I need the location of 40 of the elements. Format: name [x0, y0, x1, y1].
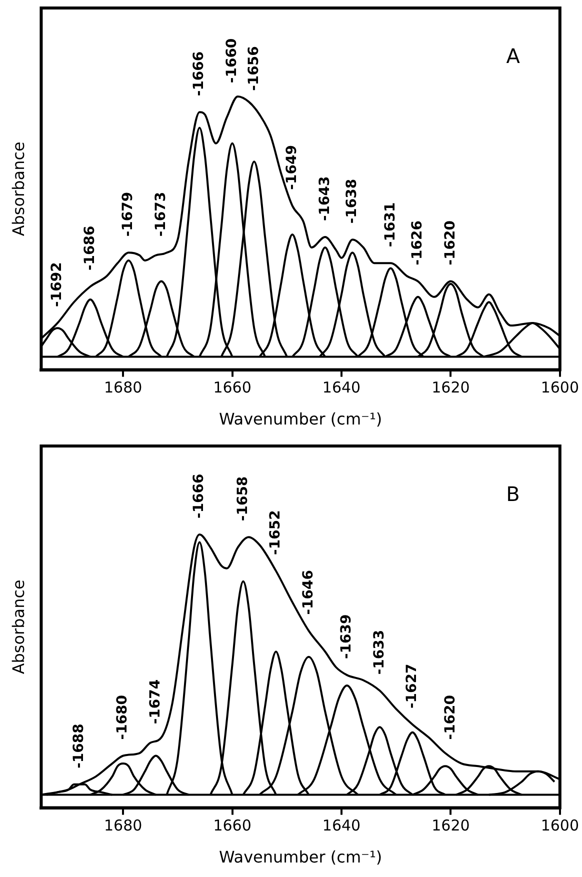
annotation: -1649 [284, 145, 300, 190]
y-axis-title: Absorbance [8, 580, 28, 674]
annotation: -1620 [442, 694, 458, 740]
annotation: -1674 [148, 679, 164, 724]
annotation: -1666 [191, 474, 208, 518]
annotation: -1626 [410, 220, 426, 266]
text: B [506, 482, 520, 506]
annotation: -1673 [152, 192, 169, 237]
annotation: -1686 [82, 226, 98, 271]
x-tick-label: 1600 [540, 816, 580, 835]
x-tick-label: 1660 [213, 378, 252, 397]
annotation: -1692 [49, 262, 66, 307]
annotation: -1633 [371, 630, 388, 675]
x-tick-label: 1680 [104, 816, 142, 835]
annotation: -1656 [246, 46, 262, 91]
x-tick-label: 1620 [432, 816, 470, 835]
x-tick-label: 1620 [432, 378, 470, 397]
x-axis-title: Wavenumber (cm⁻¹) [218, 848, 382, 867]
annotation: -1679 [120, 192, 136, 237]
annotation: -1646 [300, 570, 316, 615]
annotation: -1688 [71, 724, 88, 768]
x-tick-label: 1600 [540, 378, 580, 397]
x-axis-title: Wavenumber (cm⁻¹) [218, 410, 382, 429]
annotation: -1660 [224, 38, 240, 84]
annotation: -1620 [442, 220, 458, 266]
text: A [506, 44, 520, 68]
annotation: -1666 [191, 51, 208, 96]
x-tick-label: 1640 [322, 378, 361, 397]
x-tick-label: 1680 [104, 378, 142, 397]
annotation: -1639 [338, 614, 355, 660]
y-axis-title: Absorbance [8, 142, 28, 236]
x-tick-label: 1640 [322, 816, 361, 835]
annotation: -1631 [382, 202, 398, 248]
annotation: -1638 [344, 178, 360, 224]
annotation: -1680 [114, 694, 131, 740]
annotation: -1643 [316, 176, 333, 222]
annotation: -1658 [234, 476, 251, 522]
x-tick-label: 1660 [213, 816, 252, 835]
annotation: -1627 [404, 664, 420, 709]
annotation: -1652 [268, 510, 284, 555]
